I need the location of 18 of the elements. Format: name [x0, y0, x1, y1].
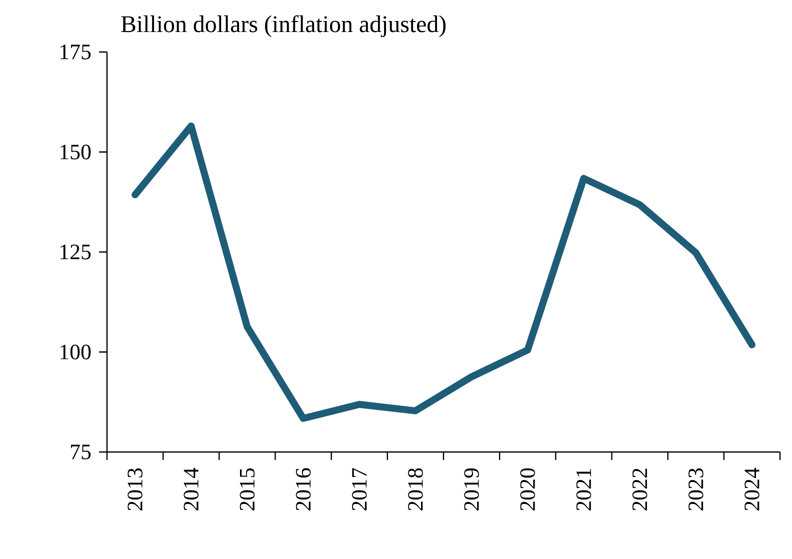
chart-title: Billion dollars (inflation adjusted)	[121, 15, 446, 38]
x-tick-label: 2022	[632, 468, 648, 510]
x-tick-label: 2018	[408, 468, 423, 510]
y-tick-label: 100	[60, 344, 91, 360]
x-tick-label: 2021	[576, 468, 592, 510]
x-tick-label: 2023	[688, 468, 704, 510]
x-tick-label: 2019	[464, 468, 479, 510]
y-tick-label: 125	[60, 244, 91, 260]
x-tick-label: 2017	[352, 468, 367, 510]
x-tick-label: 2015	[240, 468, 255, 510]
y-tick-label: 75	[71, 444, 91, 460]
y-tick-label: 175	[60, 44, 91, 60]
x-tick-label: 2020	[520, 468, 536, 510]
x-tick-label: 2016	[296, 468, 311, 510]
x-tick-label: 2014	[184, 468, 199, 510]
x-tick-label: 2013	[128, 468, 142, 510]
x-tick-label: 2024	[744, 468, 760, 510]
y-tick-label: 150	[60, 144, 91, 160]
